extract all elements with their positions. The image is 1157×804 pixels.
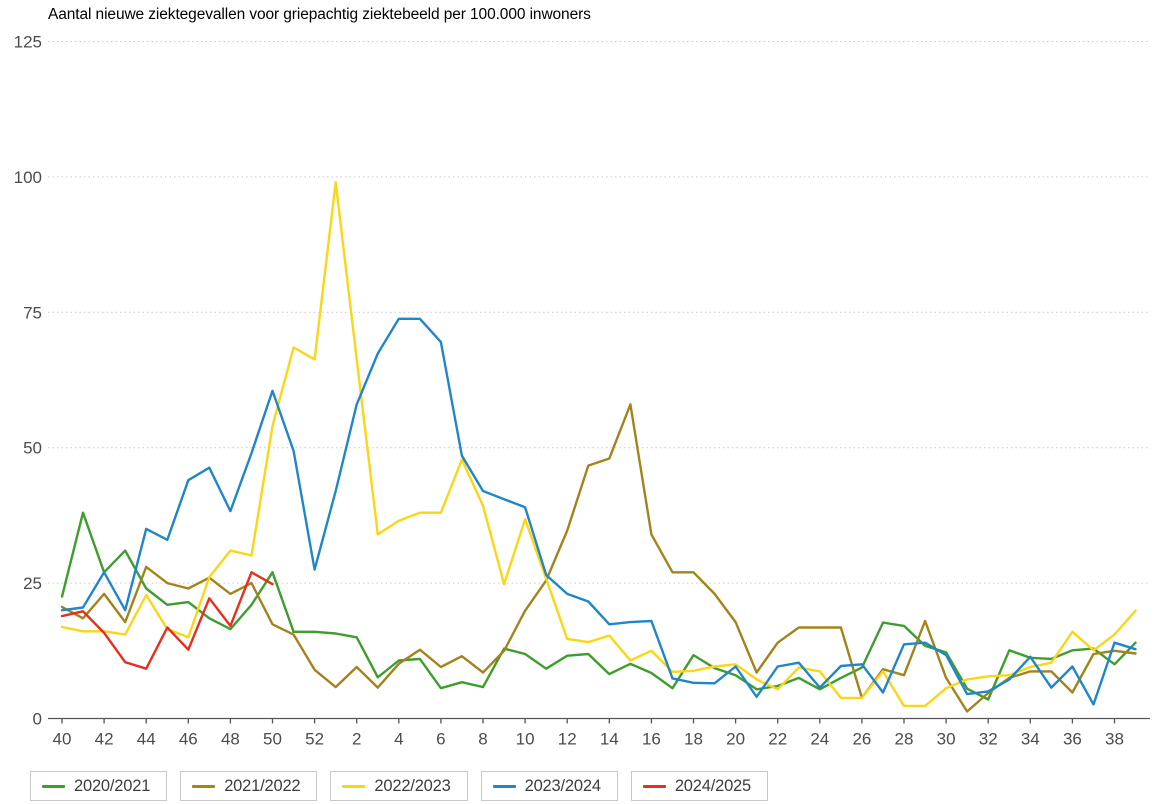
legend-label: 2024/2025: [674, 776, 752, 795]
y-gridlines: [48, 41, 1150, 584]
y-axis-labels: 0 25 50 75 100 125: [14, 33, 42, 729]
x-tick-label-32: 32: [979, 730, 998, 749]
legend-swatch-olive: [192, 784, 216, 788]
series-line-2020-2021: [60, 511, 1137, 701]
y-tick-label-25: 25: [23, 574, 42, 593]
x-axis-ticks: 40 42 44 46 48 50 52 2 4 6 8 10 12 14 16 18 20 22 24 26 28 30…: [53, 718, 1124, 749]
legend-swatch-blue: [492, 784, 516, 788]
x-tick-label-14: 14: [600, 730, 619, 749]
legend-item-2020-2021[interactable]: 2020/2021: [30, 771, 168, 801]
x-tick-label-42: 42: [95, 730, 114, 749]
series-line-2023-2024: [60, 317, 1137, 706]
x-tick-label-36: 36: [1063, 730, 1082, 749]
x-tick-label-34: 34: [1021, 730, 1040, 749]
legend-swatch-yellow: [342, 784, 366, 788]
y-tick-label-100: 100: [14, 168, 42, 187]
y-tick-label-0: 0: [33, 710, 42, 729]
x-tick-label-16: 16: [642, 730, 661, 749]
x-tick-label-50: 50: [263, 730, 282, 749]
chart-legend: 2020/2021 2021/2022 2022/2023 2023/2024 2024…: [30, 771, 769, 801]
x-tick-label-6: 6: [436, 730, 445, 749]
legend-label: 2023/2024: [524, 776, 601, 795]
x-tick-label-48: 48: [221, 730, 240, 749]
x-tick-label-38: 38: [1105, 730, 1124, 749]
x-tick-label-52: 52: [305, 730, 324, 749]
x-tick-label-4: 4: [394, 730, 403, 749]
legend-swatch-green: [42, 784, 65, 788]
chart-title: Aantal nieuwe ziektegevallen voor griepa…: [48, 6, 591, 23]
x-tick-label-44: 44: [137, 730, 156, 749]
legend-item-2021-2022[interactable]: 2021/2022: [180, 771, 318, 801]
x-tick-label-12: 12: [558, 730, 577, 749]
legend-item-2022-2023[interactable]: 2022/2023: [330, 771, 468, 801]
x-tick-label-46: 46: [179, 730, 198, 749]
x-tick-label-30: 30: [937, 730, 956, 749]
x-tick-label-8: 8: [478, 730, 487, 749]
x-tick-label-2: 2: [352, 730, 361, 749]
x-tick-label-40: 40: [53, 730, 72, 749]
series-line-2024-2025: [60, 571, 274, 670]
x-tick-label-18: 18: [684, 730, 703, 749]
legend-label: 2020/2021: [74, 776, 151, 795]
legend-label: 2021/2022: [224, 776, 301, 795]
series-line-2022-2023: [60, 181, 1137, 708]
x-tick-label-22: 22: [768, 730, 787, 749]
x-tick-label-24: 24: [810, 730, 829, 749]
series-line-2021-2022: [60, 403, 1137, 713]
legend-item-2023-2024[interactable]: 2023/2024: [480, 771, 618, 801]
y-tick-label-125: 125: [14, 33, 42, 52]
x-tick-label-26: 26: [852, 730, 871, 749]
x-tick-label-20: 20: [726, 730, 745, 749]
legend-item-2024-2025[interactable]: 2024/2025: [630, 771, 769, 801]
line-chart: Aantal nieuwe ziektegevallen voor griepa…: [14, 6, 1150, 749]
legend-swatch-red: [642, 784, 666, 788]
x-tick-label-28: 28: [895, 730, 914, 749]
y-tick-label-50: 50: [23, 439, 42, 458]
y-tick-label-75: 75: [23, 303, 42, 322]
legend-label: 2022/2023: [374, 776, 451, 795]
x-tick-label-10: 10: [516, 730, 535, 749]
